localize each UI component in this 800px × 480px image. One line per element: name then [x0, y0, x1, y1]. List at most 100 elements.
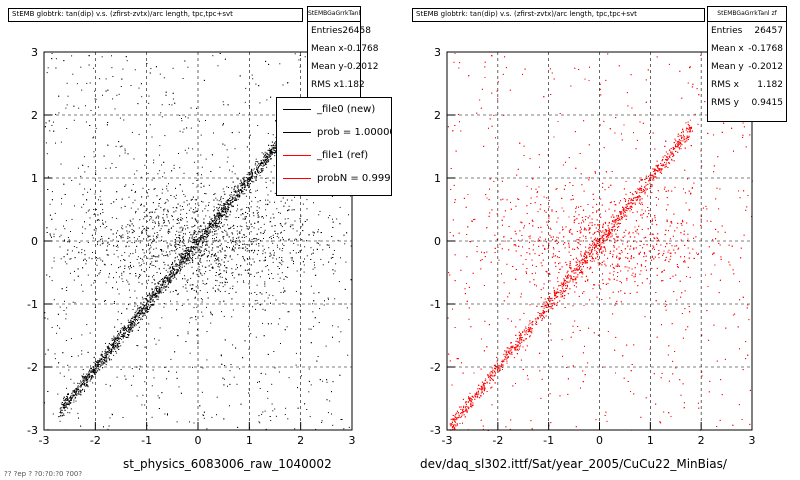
scatter-point	[99, 363, 101, 365]
scatter-point	[195, 246, 197, 248]
scatter-point	[150, 304, 152, 306]
scatter-point	[220, 197, 222, 199]
scatter-point	[106, 352, 107, 354]
scatter-point	[213, 206, 215, 208]
scatter-point	[150, 246, 152, 248]
scatter-point	[170, 281, 172, 283]
scatter-point	[221, 215, 223, 217]
scatter-point	[147, 300, 149, 302]
scatter-point	[286, 199, 288, 201]
scatter-point	[312, 231, 314, 233]
scatter-point	[109, 343, 110, 344]
scatter-point	[244, 340, 246, 342]
scatter-point	[174, 257, 176, 259]
scatter-point	[160, 291, 162, 293]
scatter-point	[51, 236, 52, 238]
scatter-point	[127, 325, 129, 327]
scatter-point	[51, 199, 53, 201]
scatter-point	[214, 233, 216, 235]
scatter-point	[47, 176, 49, 178]
scatter-point	[142, 314, 144, 316]
scatter-point	[149, 216, 151, 217]
scatter-point	[236, 243, 238, 245]
scatter-point	[225, 255, 227, 257]
scatter-point	[254, 292, 256, 293]
scatter-point	[122, 334, 123, 336]
scatter-point	[128, 331, 130, 333]
scatter-point	[260, 172, 262, 173]
scatter-point	[73, 119, 75, 121]
scatter-point	[203, 253, 205, 255]
scatter-point	[240, 185, 242, 187]
scatter-point	[273, 142, 275, 144]
scatter-point	[185, 260, 187, 262]
scatter-point	[176, 271, 178, 273]
scatter-point	[175, 194, 177, 196]
scatter-point	[273, 252, 275, 254]
scatter-point	[215, 275, 217, 276]
scatter-point	[294, 196, 296, 198]
scatter-point	[270, 221, 272, 223]
scatter-point	[272, 182, 274, 184]
scatter-point	[147, 173, 149, 174]
scatter-point	[216, 239, 218, 241]
scatter-point	[274, 367, 276, 369]
scatter-point	[146, 227, 148, 229]
scatter-point	[346, 307, 348, 309]
scatter-point	[130, 264, 131, 266]
scatter-point	[134, 325, 136, 327]
scatter-point	[127, 334, 129, 335]
scatter-point	[68, 393, 69, 395]
scatter-point	[248, 105, 250, 107]
scatter-point	[262, 250, 264, 252]
scatter-point	[189, 237, 191, 239]
scatter-point	[233, 224, 235, 226]
scatter-point	[340, 331, 342, 333]
scatter-point	[108, 345, 110, 347]
scatter-point	[105, 356, 107, 358]
scatter-point	[219, 212, 220, 214]
scatter-point	[156, 195, 158, 197]
scatter-point	[194, 246, 196, 248]
scatter-point	[161, 289, 163, 291]
scatter-point	[208, 224, 210, 226]
scatter-point	[92, 382, 94, 384]
scatter-point	[157, 395, 159, 397]
scatter-point	[156, 272, 158, 273]
scatter-point	[61, 203, 62, 205]
scatter-point	[162, 188, 164, 190]
scatter-point	[287, 418, 289, 420]
scatter-point	[340, 257, 341, 259]
scatter-point	[56, 332, 58, 334]
scatter-point	[141, 296, 143, 298]
scatter-point	[244, 260, 246, 262]
scatter-point	[238, 217, 240, 218]
scatter-point	[319, 308, 321, 310]
scatter-point	[245, 189, 247, 191]
scatter-point	[280, 343, 281, 344]
scatter-point	[217, 263, 219, 265]
scatter-point	[151, 416, 153, 418]
scatter-point	[218, 246, 219, 248]
scatter-point	[283, 245, 285, 246]
scatter-point	[178, 244, 180, 246]
scatter-point	[97, 363, 99, 365]
scatter-point	[241, 226, 243, 228]
scatter-point	[68, 402, 70, 404]
scatter-point	[124, 326, 126, 328]
scatter-point	[237, 208, 239, 210]
scatter-point	[64, 404, 66, 406]
scatter-point	[260, 163, 262, 164]
scatter-point	[102, 222, 104, 224]
scatter-point	[222, 231, 224, 233]
scatter-point	[108, 237, 110, 239]
scatter-point	[100, 238, 102, 240]
scatter-point	[129, 219, 131, 221]
scatter-point	[210, 223, 212, 224]
scatter-point	[231, 205, 233, 207]
scatter-point	[190, 241, 192, 243]
scatter-point	[281, 272, 283, 274]
scatter-point	[126, 241, 128, 243]
scatter-point	[168, 220, 170, 222]
scatter-point	[273, 254, 275, 256]
